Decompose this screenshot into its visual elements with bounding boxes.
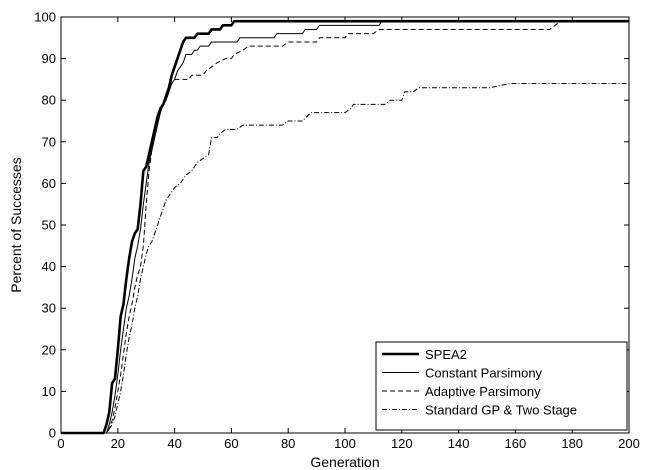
x-tick-label: 0 (57, 436, 64, 451)
y-tick-label: 80 (42, 93, 56, 108)
legend-label: SPEA2 (425, 347, 467, 362)
y-tick-label: 20 (42, 342, 56, 357)
y-tick-label: 0 (49, 426, 56, 441)
x-tick-label: 100 (334, 436, 356, 451)
y-tick-label: 70 (42, 134, 56, 149)
legend-label: Adaptive Parsimony (425, 384, 541, 399)
y-tick-label: 60 (42, 176, 56, 191)
legend-box (375, 341, 628, 431)
x-tick-label: 140 (448, 436, 470, 451)
series-line-1 (61, 20, 629, 434)
y-tick-label: 10 (42, 384, 56, 399)
x-tick-label: 160 (505, 436, 527, 451)
x-tick-label: 200 (618, 436, 640, 451)
x-axis-label: Generation (310, 454, 379, 470)
y-tick-label: 30 (42, 301, 56, 316)
y-axis-label: Percent of Successes (8, 157, 24, 292)
series-line-2 (61, 20, 629, 434)
legend: SPEA2 Constant Parsimony Adaptive Parsimon… (375, 341, 628, 431)
y-tick-label: 40 (42, 259, 56, 274)
y-tick-label: 100 (34, 10, 56, 25)
x-tick-label: 60 (224, 436, 238, 451)
x-tick-label: 120 (391, 436, 413, 451)
x-axis-ticks: 0 20 40 60 80 100 120 140 160 180 200 (57, 17, 640, 451)
x-tick-label: 80 (281, 436, 295, 451)
y-axis-ticks: 0 10 20 30 40 50 60 70 80 90 100 (34, 10, 629, 441)
x-tick-label: 40 (167, 436, 181, 451)
legend-label: Constant Parsimony (425, 366, 543, 381)
series-line-3 (61, 83, 629, 434)
series-line-0 (61, 19, 629, 435)
x-tick-label: 180 (561, 436, 583, 451)
y-tick-label: 90 (42, 51, 56, 66)
series-layer (61, 19, 629, 435)
y-tick-label: 50 (42, 218, 56, 233)
legend-label: Standard GP & Two Stage (425, 403, 577, 418)
x-tick-label: 20 (111, 436, 125, 451)
